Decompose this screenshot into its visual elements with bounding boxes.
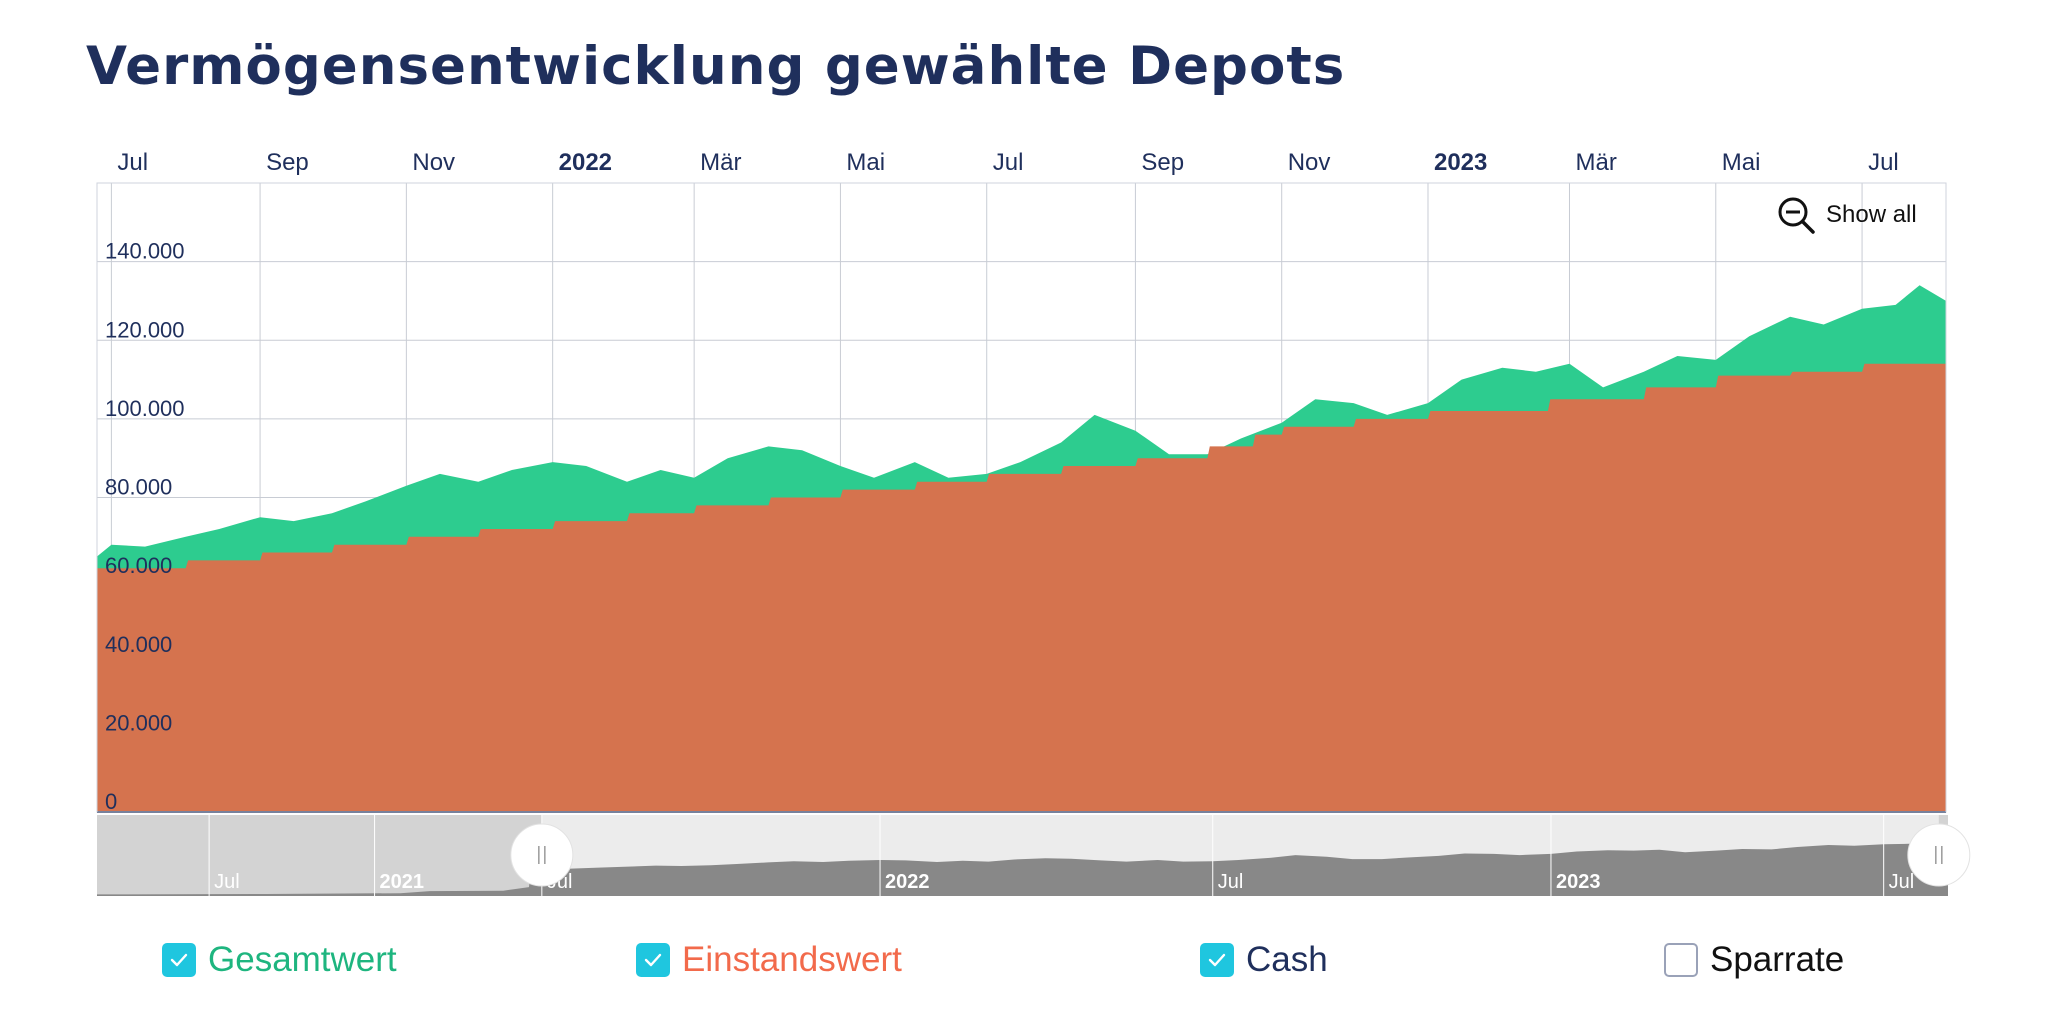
x-tick-label-5: Mai [846,149,885,176]
y-axis-labels: 0 20.000 40.000 60.000 80.000 100.000 120.000 1… [105,239,185,814]
show-all-button[interactable]: Show all [1776,193,1917,237]
x-tick-label-1: Sep [266,149,309,176]
x-tick-label-8: Nov [1288,149,1331,176]
x-tick-label-3: 2022 [559,149,612,176]
checkbox-cash[interactable] [1200,943,1234,977]
navigator-label-0: Jul [214,871,240,893]
navigator-label-1: 2021 [380,871,425,893]
plot-border [96,182,1947,813]
navigator-label-5: 2023 [1556,871,1601,893]
checkmark-icon [170,953,188,967]
legend-item-sparrate[interactable]: Sparrate [1664,935,1844,985]
legend-item-cash[interactable]: Cash [1200,935,1328,985]
x-axis-labels: Jul Sep Nov 2022 Mär Mai Jul Sep Nov 2023 Mär Mai Ju… [117,149,1898,176]
legend-item-gesamtwert[interactable]: Gesamtwert [162,935,397,985]
x-tick-label-6: Jul [993,149,1024,176]
x-tick-label-12: Jul [1868,149,1899,176]
x-tick-label-10: Mär [1575,149,1616,176]
x-tick-label-0: Jul [117,149,148,176]
y-tick-label-2: 40.000 [105,632,172,657]
show-all-label: Show all [1826,201,1917,228]
y-tick-label-4: 80.000 [105,475,172,500]
x-tick-label-7: Sep [1141,149,1184,176]
legend-label-sparrate: Sparrate [1710,940,1845,979]
y-tick-label-6: 120.000 [105,317,185,342]
navigator-label-4: Jul [1218,871,1244,893]
x-tick-label-4: Mär [700,149,741,176]
navigator-handle-left[interactable] [510,823,574,887]
zoom-out-icon [1778,197,1815,234]
page-title: Vermögensentwicklung gewählte Depots [86,36,1346,97]
navigator-labels: Jul 2021 Jul 2022 Jul 2023 Jul [214,871,1914,893]
legend-label-gesamtwert: Gesamtwert [208,940,397,979]
y-tick-label-1: 20.000 [105,710,172,735]
navigator-handle-right[interactable] [1907,823,1971,887]
y-tick-label-5: 100.000 [105,396,185,421]
portfolio-chart: Jul Sep Nov 2022 Mär Mai Jul Sep Nov 2023 Mär Mai Ju… [96,149,1971,896]
x-tick-label-9: 2023 [1434,149,1487,176]
nav-handle-right-knob[interactable] [1907,823,1971,887]
range-navigator[interactable]: Jul 2021 Jul 2022 Jul 2023 Jul [97,815,1971,896]
navigator-label-3: 2022 [885,871,930,893]
checkbox-gesamtwert[interactable] [162,943,196,977]
legend-label-cash: Cash [1246,940,1328,979]
y-tick-label-0: 0 [105,789,117,814]
navigator-label-6: Jul [1889,871,1915,893]
checkbox-einstandswert[interactable] [636,943,670,977]
legend-label-einstandswert: Einstandswert [682,940,902,979]
chart-legend: Gesamtwert Einstandswert Cash Sparrate [0,935,2048,985]
nav-handle-left-knob[interactable] [510,823,574,887]
checkmark-icon [1208,953,1226,967]
navigator-series-area [97,841,1948,896]
checkmark-icon [644,953,662,967]
y-tick-label-3: 60.000 [105,553,172,578]
checkbox-sparrate[interactable] [1664,943,1698,977]
legend-item-einstandswert[interactable]: Einstandswert [636,935,902,985]
y-tick-label-7: 140.000 [105,239,185,264]
x-tick-label-11: Mai [1722,149,1761,176]
series-area-einstandswert [97,363,1946,812]
x-tick-label-2: Nov [412,149,455,176]
